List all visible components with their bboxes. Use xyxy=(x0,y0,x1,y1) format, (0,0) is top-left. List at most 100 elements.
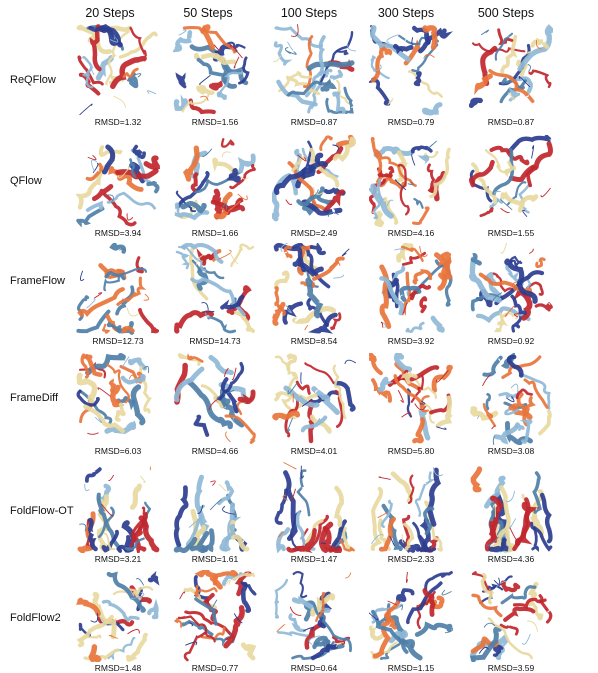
loop-segment xyxy=(321,543,326,544)
ribbon-segment xyxy=(536,304,551,310)
rmsd-value: RMSD=4.16 xyxy=(361,228,461,238)
ribbon-segment xyxy=(525,398,532,415)
ribbon-segment xyxy=(503,583,518,590)
rmsd-value: RMSD=1.61 xyxy=(165,554,265,564)
ribbon-segment xyxy=(148,183,157,191)
structure-cell: RMSD=4.01 xyxy=(264,353,364,456)
loop-segment xyxy=(98,388,111,397)
loop-segment xyxy=(481,30,488,35)
loop-segment xyxy=(283,462,296,469)
protein-structure-image xyxy=(173,243,257,335)
ribbon-segment xyxy=(321,137,332,150)
ribbon-segment xyxy=(196,55,217,57)
protein-structure-image xyxy=(469,24,553,116)
loop-segment xyxy=(398,390,403,402)
structure-cell: RMSD=4.66 xyxy=(165,353,265,456)
ribbon-segment xyxy=(520,197,536,211)
ribbon-segment xyxy=(276,28,322,47)
structure-cell: RMSD=14.73 xyxy=(165,243,265,346)
ribbon-segment xyxy=(212,85,221,89)
loop-segment xyxy=(179,30,187,35)
ribbon-segment xyxy=(150,577,156,581)
ribbon-segment xyxy=(219,93,226,98)
loop-segment xyxy=(202,303,209,311)
structure-cell: RMSD=1.55 xyxy=(461,135,561,238)
ribbon-segment xyxy=(297,382,309,393)
structure-cell: RMSD=8.54 xyxy=(264,243,364,346)
ribbon-segment xyxy=(275,304,283,323)
loop-segment xyxy=(387,35,398,42)
loop-segment xyxy=(286,200,292,205)
structure-cell: RMSD=1.61 xyxy=(165,461,265,564)
protein-structure-image xyxy=(76,570,160,662)
ribbon-segment xyxy=(222,139,233,146)
rmsd-value: RMSD=1.66 xyxy=(165,228,265,238)
ribbon-segment xyxy=(285,247,291,256)
rmsd-value: RMSD=4.36 xyxy=(461,554,561,564)
structure-cell: RMSD=1.15 xyxy=(361,570,461,673)
rmsd-value: RMSD=6.03 xyxy=(68,446,168,456)
ribbon-segment xyxy=(211,357,231,372)
rmsd-value: RMSD=4.01 xyxy=(264,446,364,456)
protein-structure-image xyxy=(76,24,160,116)
ribbon-segment xyxy=(481,209,492,216)
rmsd-value: RMSD=2.49 xyxy=(264,228,364,238)
rmsd-value: RMSD=8.54 xyxy=(264,336,364,346)
loop-segment xyxy=(345,573,351,578)
loop-segment xyxy=(494,578,500,585)
loop-segment xyxy=(128,629,140,633)
ribbon-segment xyxy=(510,137,549,151)
structure-cell: RMSD=3.08 xyxy=(461,353,561,456)
protein-structure-image xyxy=(369,461,453,553)
ribbon-segment xyxy=(422,156,428,159)
ribbon-segment xyxy=(243,645,253,658)
loop-segment xyxy=(87,433,98,435)
column-header-4: 300 Steps xyxy=(356,6,456,20)
ribbon-segment xyxy=(232,171,239,180)
ribbon-segment xyxy=(112,245,123,252)
rmsd-value: RMSD=3.21 xyxy=(68,554,168,564)
protein-structure-image xyxy=(272,135,356,227)
protein-structure-image xyxy=(469,243,553,335)
loop-segment xyxy=(528,64,531,71)
rmsd-value: RMSD=5.80 xyxy=(361,446,461,456)
structure-cell: RMSD=1.56 xyxy=(165,24,265,127)
rmsd-value: RMSD=3.92 xyxy=(361,336,461,346)
loop-segment xyxy=(287,42,293,50)
protein-structure-image xyxy=(272,353,356,445)
structure-cell: RMSD=0.64 xyxy=(264,570,364,673)
ribbon-segment xyxy=(380,379,386,389)
rmsd-value: RMSD=2.33 xyxy=(361,554,461,564)
rmsd-value: RMSD=4.66 xyxy=(165,446,265,456)
ribbon-segment xyxy=(414,199,422,208)
ribbon-segment xyxy=(87,469,100,481)
ribbon-segment xyxy=(104,601,139,619)
ribbon-segment xyxy=(371,355,381,374)
structure-cell: RMSD=4.16 xyxy=(361,135,461,238)
ribbon-segment xyxy=(337,50,347,54)
ribbon-segment xyxy=(133,486,140,507)
loop-segment xyxy=(127,213,133,220)
loop-segment xyxy=(80,104,93,115)
loop-segment xyxy=(531,146,533,159)
loop-segment xyxy=(293,393,294,402)
ribbon-segment xyxy=(146,158,156,167)
ribbon-segment xyxy=(382,267,389,326)
structure-cell: RMSD=0.92 xyxy=(461,243,561,346)
ribbon-segment xyxy=(337,488,342,525)
loop-segment xyxy=(333,275,343,279)
ribbon-segment xyxy=(113,59,144,87)
rmsd-value: RMSD=0.87 xyxy=(461,117,561,127)
structure-cell: RMSD=3.92 xyxy=(361,243,461,346)
protein-structure-image xyxy=(173,24,257,116)
loop-segment xyxy=(226,432,231,442)
loop-segment xyxy=(492,426,495,429)
ribbon-segment xyxy=(511,144,550,180)
structure-cell: RMSD=2.33 xyxy=(361,461,461,564)
loop-segment xyxy=(301,372,302,383)
protein-structure-image xyxy=(173,353,257,445)
ribbon-segment xyxy=(111,382,115,392)
ribbon-segment xyxy=(404,373,415,382)
loop-segment xyxy=(277,624,285,631)
ribbon-segment xyxy=(214,160,233,175)
